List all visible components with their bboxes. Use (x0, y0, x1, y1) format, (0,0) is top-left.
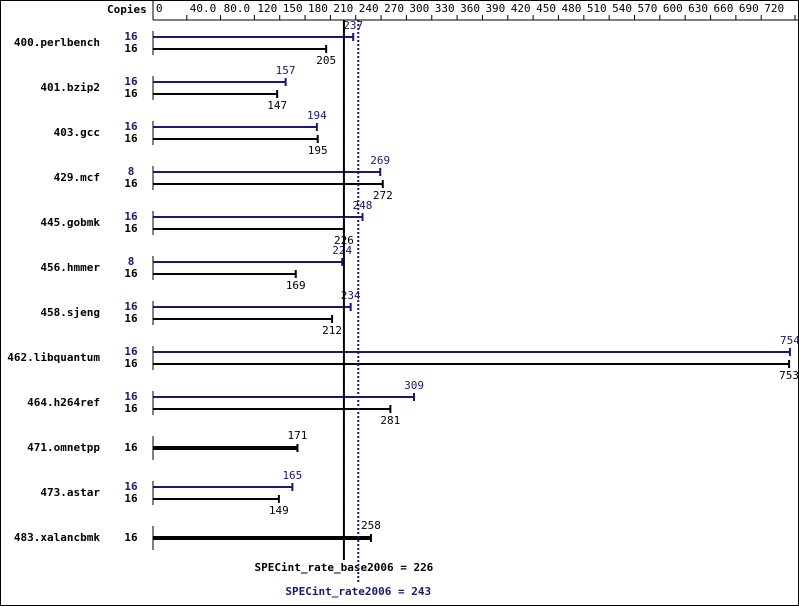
benchmark-name: 458.sjeng (40, 306, 100, 319)
x-tick-label: 300 (409, 2, 429, 15)
x-tick-label: 270 (384, 2, 404, 15)
copies: 16 (124, 75, 138, 88)
value-label: 147 (267, 99, 287, 112)
x-tick-label: 330 (435, 2, 455, 15)
copies: 16 (124, 312, 138, 325)
copies: 16 (124, 441, 138, 454)
copies: 16 (124, 390, 138, 403)
copies: 16 (124, 210, 138, 223)
value-label: 195 (308, 144, 328, 157)
value-label: 212 (322, 324, 342, 337)
copies: 16 (124, 300, 138, 313)
copies: 16 (124, 531, 138, 544)
copies: 16 (124, 480, 138, 493)
x-tick-label: 390 (485, 2, 505, 15)
value-label: 272 (373, 189, 393, 202)
copies: 16 (124, 120, 138, 133)
x-tick-label: 240 (359, 2, 379, 15)
value-label: 165 (282, 469, 302, 482)
x-tick-label: 480 (561, 2, 581, 15)
benchmark-name: 464.h264ref (27, 396, 100, 409)
copies: 16 (124, 357, 138, 370)
benchmark-name: 471.omnetpp (27, 441, 100, 454)
x-tick-label: 510 (587, 2, 607, 15)
reference-label: SPECint_rate_base2006 = 226 (255, 561, 434, 574)
benchmark-name: 483.xalancbmk (14, 531, 100, 544)
x-tick-label: 720 (764, 2, 784, 15)
x-tick-label: 0 (156, 2, 163, 15)
value-label: 169 (286, 279, 306, 292)
benchmark-name: 400.perlbench (14, 36, 100, 49)
benchmark-name: 473.astar (40, 486, 100, 499)
x-tick-label: 600 (663, 2, 683, 15)
value-label: 194 (307, 109, 327, 122)
value-label: 248 (353, 199, 373, 212)
benchmark-name: 456.hmmer (40, 261, 100, 274)
value-label: 224 (332, 244, 352, 257)
x-tick-label: 40.0 (190, 2, 217, 15)
value-label: 149 (269, 504, 289, 517)
value-label: 157 (276, 64, 296, 77)
copies: 16 (124, 345, 138, 358)
x-tick-label: 120 (257, 2, 277, 15)
copies: 16 (124, 267, 138, 280)
value-label: 205 (316, 54, 336, 67)
x-tick-label: 660 (714, 2, 734, 15)
value-label: 171 (288, 429, 308, 442)
value-label: 237 (343, 19, 363, 32)
x-tick-label: 420 (511, 2, 531, 15)
benchmark-name: 429.mcf (54, 171, 100, 184)
benchmark-name: 401.bzip2 (40, 81, 100, 94)
value-label: 309 (404, 379, 424, 392)
copies: 16 (124, 492, 138, 505)
copies: 8 (128, 255, 135, 268)
value-label: 754 (780, 334, 799, 347)
axis-label: Copies (107, 3, 147, 16)
benchmark-name: 445.gobmk (40, 216, 100, 229)
x-tick-label: 570 (638, 2, 658, 15)
x-tick-label: 80.0 (224, 2, 251, 15)
value-label: 269 (370, 154, 390, 167)
value-label: 753 (779, 369, 799, 382)
copies: 8 (128, 165, 135, 178)
copies: 16 (124, 402, 138, 415)
value-label: 258 (361, 519, 381, 532)
x-tick-label: 690 (739, 2, 759, 15)
value-label: 234 (341, 289, 361, 302)
benchmark-name: 462.libquantum (7, 351, 100, 364)
copies: 16 (124, 132, 138, 145)
x-tick-label: 630 (688, 2, 708, 15)
x-tick-label: 150 (283, 2, 303, 15)
copies: 16 (124, 30, 138, 43)
x-tick-label: 450 (536, 2, 556, 15)
x-tick-label: 210 (333, 2, 353, 15)
copies: 16 (124, 87, 138, 100)
x-tick-label: 360 (460, 2, 480, 15)
value-label: 281 (380, 414, 400, 427)
copies: 16 (124, 42, 138, 55)
copies: 16 (124, 177, 138, 190)
x-tick-label: 180 (308, 2, 328, 15)
x-tick-label: 540 (612, 2, 632, 15)
benchmark-name: 403.gcc (54, 126, 100, 139)
copies: 16 (124, 222, 138, 235)
reference-label: SPECint_rate2006 = 243 (285, 585, 431, 598)
